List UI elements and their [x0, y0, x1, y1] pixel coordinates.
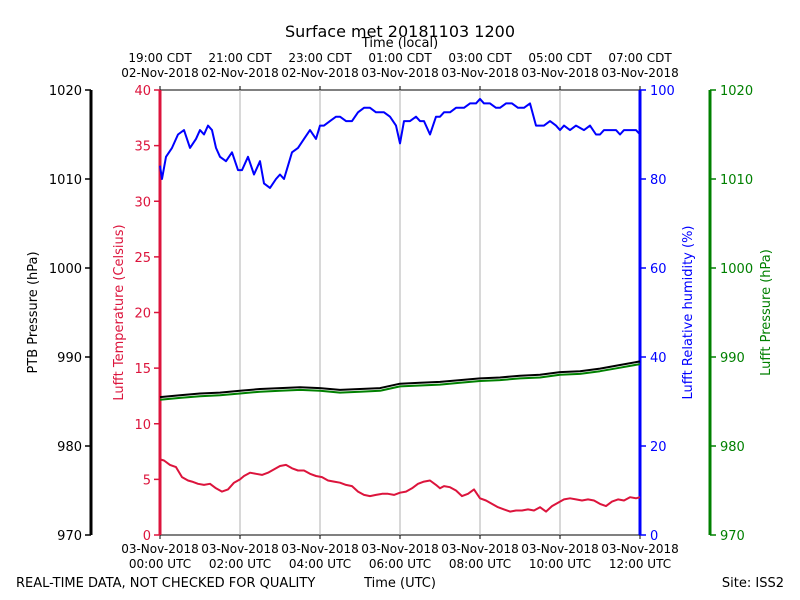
temperature-series-line — [159, 458, 641, 513]
x-tick-label-time: 00:00 UTC — [129, 557, 191, 571]
ptb_pressure-series-line — [159, 360, 641, 399]
humidity-tick-label: 0 — [650, 529, 658, 544]
x-top-tick-label-time: 23:00 CDT — [288, 51, 352, 65]
x-tick-label-date: 03-Nov-2018 — [361, 542, 439, 556]
x-top-tick-label-time: 03:00 CDT — [448, 51, 512, 65]
temperature-axis-label: Lufft Temperature (Celsius) — [112, 224, 127, 400]
lufft_pressure-tick-label: 1000 — [720, 262, 753, 277]
x-top-tick-label-time: 01:00 CDT — [368, 51, 432, 65]
x-tick-label-time: 08:00 UTC — [449, 557, 511, 571]
x-top-tick-label-time: 21:00 CDT — [208, 51, 272, 65]
ptb_pressure-tick-label: 1000 — [49, 262, 82, 277]
humidity-series-line — [159, 97, 641, 189]
lufft_pressure-axis-label: Lufft Pressure (hPa) — [759, 249, 774, 376]
humidity-tick-label: 80 — [650, 173, 667, 188]
site-label: Site: ISS2 — [722, 576, 784, 591]
ptb_pressure-tick-label: 970 — [57, 529, 82, 544]
humidity-tick-label: 20 — [650, 440, 667, 455]
x-top-tick-label-date: 02-Nov-2018 — [281, 66, 359, 80]
x-tick-label-date: 03-Nov-2018 — [601, 542, 679, 556]
top-axis-label: Time (local) — [361, 36, 438, 51]
ptb_pressure-tick-label: 1010 — [49, 173, 82, 188]
bottom-axis-label: Time (UTC) — [363, 576, 436, 591]
quality-warning: REAL-TIME DATA, NOT CHECKED FOR QUALITY — [16, 576, 315, 591]
temperature-tick-label: 40 — [134, 84, 151, 99]
lufft_pressure-tick-label: 990 — [720, 351, 745, 366]
x-top-tick-label-date: 02-Nov-2018 — [201, 66, 279, 80]
x-tick-label-date: 03-Nov-2018 — [281, 542, 359, 556]
x-tick-label-date: 03-Nov-2018 — [521, 542, 599, 556]
humidity-tick-label: 40 — [650, 351, 667, 366]
x-top-tick-label-date: 03-Nov-2018 — [521, 66, 599, 80]
ptb_pressure-tick-label: 990 — [57, 351, 82, 366]
temperature-tick-label: 5 — [143, 473, 151, 488]
humidity-axis-label: Lufft Relative humidity (%) — [681, 225, 696, 399]
ptb_pressure-tick-label: 1020 — [49, 84, 82, 99]
lufft_pressure-series-line — [159, 363, 641, 401]
x-tick-label-time: 04:00 UTC — [289, 557, 351, 571]
lufft_pressure-tick-label: 1010 — [720, 173, 753, 188]
x-top-tick-label-time: 19:00 CDT — [128, 51, 192, 65]
x-tick-label-time: 02:00 UTC — [209, 557, 271, 571]
x-top-tick-label-date: 03-Nov-2018 — [601, 66, 679, 80]
temperature-tick-label: 35 — [134, 140, 151, 155]
chart-title: Surface met 20181103 1200 — [285, 22, 515, 41]
ptb_pressure-axis-label: PTB Pressure (hPa) — [26, 251, 41, 373]
x-tick-label-date: 03-Nov-2018 — [201, 542, 279, 556]
humidity-tick-label: 100 — [650, 84, 675, 99]
lufft_pressure-tick-label: 980 — [720, 440, 745, 455]
x-top-tick-label-date: 02-Nov-2018 — [121, 66, 199, 80]
lufft_pressure-tick-label: 1020 — [720, 84, 753, 99]
humidity-tick-label: 60 — [650, 262, 667, 277]
x-top-tick-label-date: 03-Nov-2018 — [441, 66, 519, 80]
temperature-tick-label: 15 — [134, 362, 151, 377]
temperature-tick-label: 0 — [143, 529, 151, 544]
temperature-tick-label: 30 — [134, 195, 151, 210]
x-tick-label-time: 12:00 UTC — [609, 557, 671, 571]
temperature-tick-label: 20 — [134, 307, 151, 322]
x-top-tick-label-date: 03-Nov-2018 — [361, 66, 439, 80]
ptb_pressure-tick-label: 980 — [57, 440, 82, 455]
x-top-tick-label-time: 07:00 CDT — [608, 51, 672, 65]
temperature-tick-label: 10 — [134, 418, 151, 433]
x-tick-label-date: 03-Nov-2018 — [441, 542, 519, 556]
x-tick-label-time: 10:00 UTC — [529, 557, 591, 571]
x-tick-label-time: 06:00 UTC — [369, 557, 431, 571]
lufft_pressure-tick-label: 970 — [720, 529, 745, 544]
x-top-tick-label-time: 05:00 CDT — [528, 51, 592, 65]
temperature-tick-label: 25 — [134, 251, 151, 266]
x-tick-label-date: 03-Nov-2018 — [121, 542, 199, 556]
